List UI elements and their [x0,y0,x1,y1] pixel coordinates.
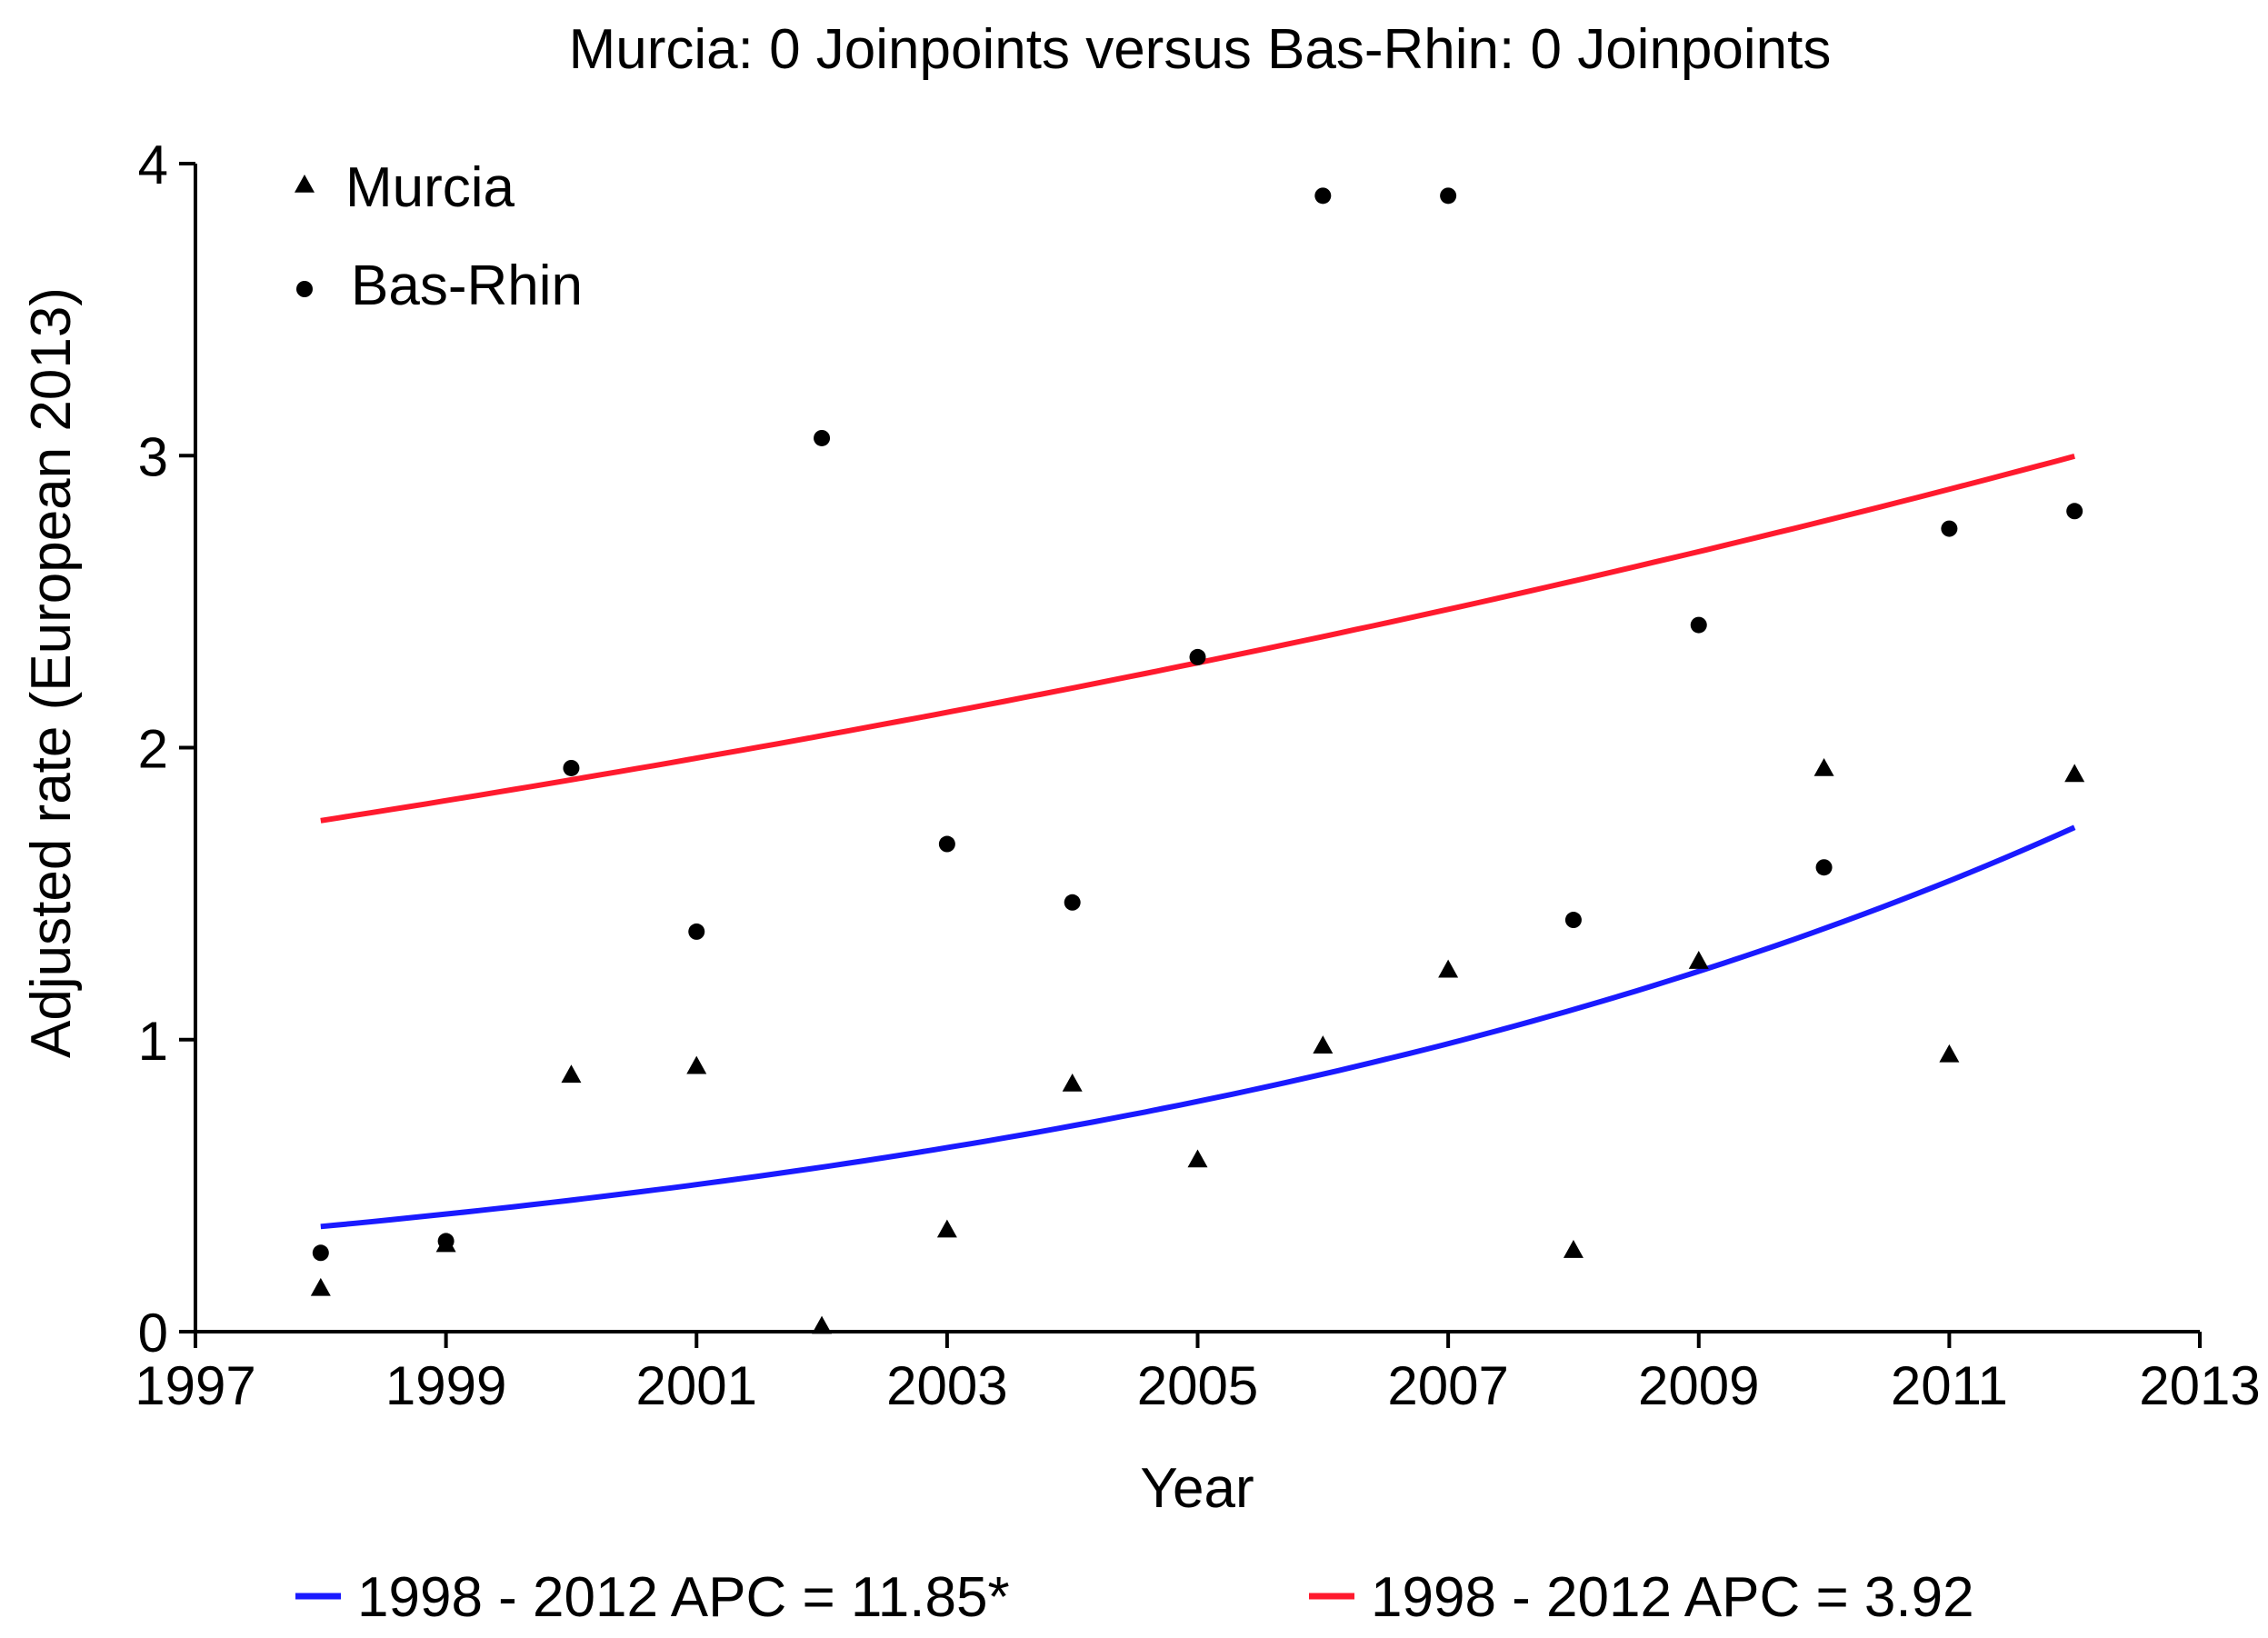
x-tick-label: 2009 [1638,1355,1759,1416]
legend-marker-murcia [295,175,315,193]
legend-label-murcia: Murcia [345,156,515,219]
x-tick-label: 1997 [135,1355,255,1416]
axes: 0 1 2 3 4 1997 1999 2001 2003 2005 2007 2009 2011 201… [135,135,2260,1416]
bas-rhin-point [938,835,955,853]
x-tick-label: 2007 [1387,1355,1508,1416]
murcia-point [686,1055,707,1074]
murcia-point [2064,764,2085,783]
y-tick-label: 1 [138,1011,168,1072]
y-tick-label: 3 [138,426,168,487]
x-tick-label: 2011 [1891,1355,2008,1416]
bas-rhin-point [1440,187,1457,205]
bas-rhin-point [814,429,831,446]
bas-rhin-point [1564,912,1582,929]
fit-legend-label: 1998 - 2012 APC = 11.85* [357,1566,1010,1629]
legend-label-bas-rhin: Bas-Rhin [351,255,583,317]
bas-rhin-point [312,1244,329,1262]
bas-rhin-point [437,1233,455,1250]
chart-title: Murcia: 0 Joinpoints versus Bas-Rhin: 0 … [569,18,1832,81]
data-points [310,187,2085,1334]
murcia-point [1062,1073,1083,1092]
fit-legend-label: 1998 - 2012 APC = 3.92 [1371,1566,1974,1629]
x-tick-label: 1999 [385,1355,506,1416]
murcia-point [1688,951,1709,969]
x-tick-label: 2005 [1137,1355,1258,1416]
bas-rhin-point [1690,616,1707,634]
murcia-point [812,1315,833,1334]
y-axis-label: Adjusted rate (European 2013) [20,287,83,1058]
x-axis-label: Year [1140,1457,1254,1520]
y-tick-label: 0 [138,1303,168,1363]
y-tick-label: 2 [138,719,168,780]
bas-rhin-point [1815,859,1833,876]
y-tick-label: 4 [138,135,168,195]
x-tick-label: 2013 [2139,1355,2260,1416]
bas-rhin-point [1189,648,1206,665]
fit-lines [320,454,2076,1230]
murcia-point [1813,757,1834,776]
fit-line [320,454,2075,824]
murcia-point [1313,1035,1334,1054]
fit-legend: 1998 - 2012 APC = 11.85* 1998 - 2012 APC … [295,1566,1974,1629]
x-tick-label: 2001 [636,1355,757,1416]
murcia-point [1187,1149,1208,1168]
murcia-point [310,1277,331,1296]
bas-rhin-point [2066,503,2083,520]
bas-rhin-point [688,923,705,940]
murcia-point [1563,1240,1584,1258]
bas-rhin-point [1314,187,1332,205]
x-tick-label: 2003 [886,1355,1007,1416]
bas-rhin-point [1941,520,1958,537]
murcia-point [1939,1044,1960,1063]
murcia-point [936,1219,957,1238]
legend: Murcia Bas-Rhin [295,156,583,317]
bas-rhin-point [1064,894,1081,911]
fit-line [320,824,2076,1230]
murcia-point [1438,959,1459,978]
bas-rhin-point [563,759,580,776]
legend-marker-bas-rhin [296,281,313,297]
murcia-point [561,1064,582,1084]
